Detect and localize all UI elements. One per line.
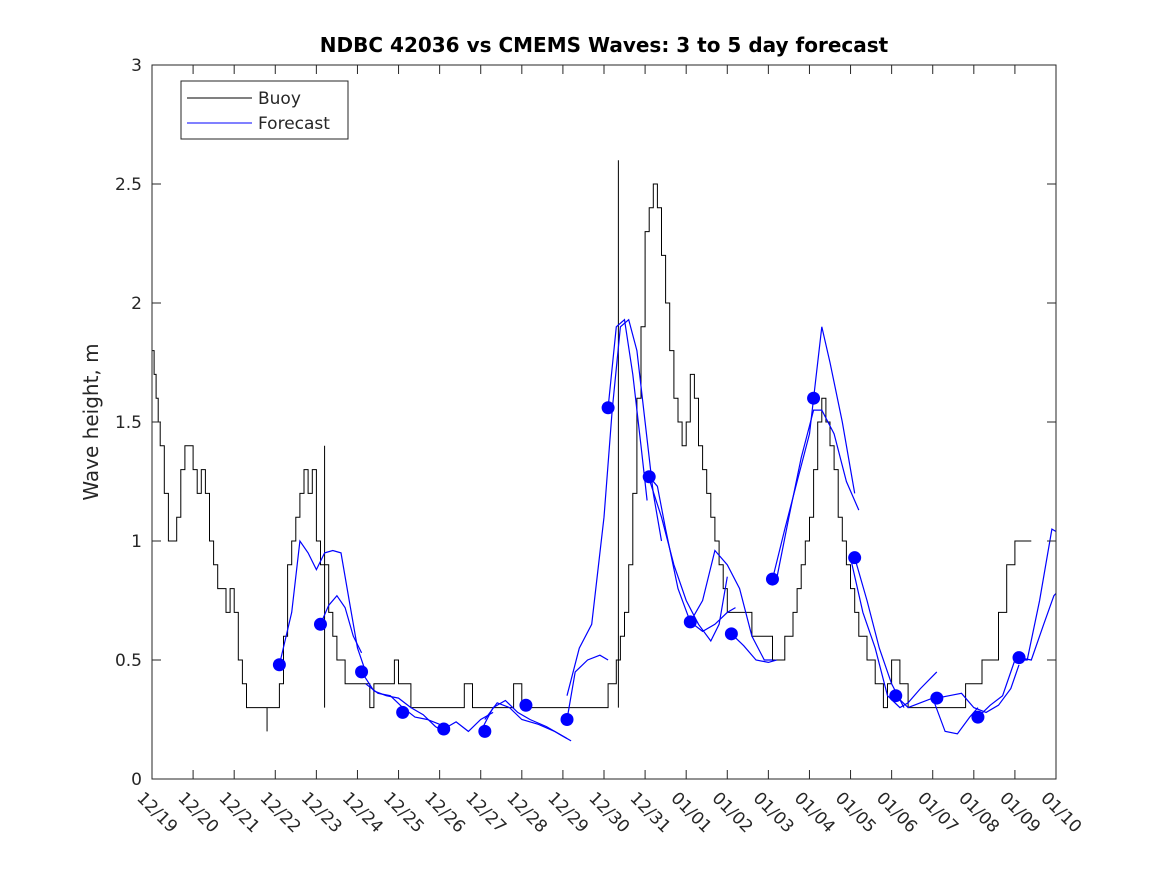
y-tick-label: 1 <box>131 532 142 552</box>
forecast-marker-11 <box>724 627 738 641</box>
y-tick-label: 3 <box>131 56 142 76</box>
forecast-series-line-15 <box>776 409 860 580</box>
forecast-series-line-19 <box>936 664 1020 714</box>
forecast-series-line-7 <box>566 654 609 720</box>
forecast-marker-7 <box>560 713 574 726</box>
forecast-series-line-13 <box>730 633 777 664</box>
forecast-series-line-18 <box>895 695 979 735</box>
forecast-series-line-0 <box>278 539 367 673</box>
forecast-series-line-1 <box>319 594 363 654</box>
y-tick-label: 0 <box>131 770 142 790</box>
forecast-marker-10 <box>683 615 697 629</box>
forecast-marker-12 <box>765 572 779 586</box>
forecast-marker-5 <box>478 724 492 738</box>
buoy-series-line <box>152 183 1032 709</box>
legend-buoy-label: Buoy <box>258 89 301 109</box>
forecast-marker-18 <box>1012 651 1026 665</box>
legend: Buoy Forecast <box>180 80 349 140</box>
forecast-series-line-9 <box>607 318 648 501</box>
forecast-marker-8 <box>601 401 615 415</box>
forecast-series-line-4 <box>443 711 494 733</box>
y-tick-label: 2.5 <box>115 175 142 195</box>
forecast-marker-1 <box>313 617 327 631</box>
forecast-marker-6 <box>519 698 533 712</box>
forecast-marker-15 <box>889 689 903 703</box>
forecast-marker-13 <box>807 391 821 405</box>
legend-forecast-label: Forecast <box>258 114 330 134</box>
forecast-series-line-6 <box>484 702 572 742</box>
chart-title: NDBC 42036 vs CMEMS Waves: 3 to 5 day fo… <box>320 33 889 57</box>
y-tick-label: 1.5 <box>115 413 142 433</box>
forecast-marker-4 <box>437 722 451 736</box>
y-tick-label: 0.5 <box>115 651 142 671</box>
forecast-marker-2 <box>355 665 369 679</box>
y-tick-label: 2 <box>131 294 142 314</box>
forecast-marker-17 <box>971 710 985 724</box>
y-axis-label: Wave height, m <box>79 343 103 500</box>
forecast-marker-16 <box>930 691 944 705</box>
forecast-series-line-14 <box>771 326 856 580</box>
forecast-series-line-12 <box>689 549 773 661</box>
forecast-marker-0 <box>272 658 286 672</box>
forecast-marker-3 <box>396 705 410 719</box>
forecast-series-line-8 <box>566 318 663 696</box>
forecast-marker-14 <box>848 551 862 565</box>
forecast-series-line-21 <box>1018 592 1057 661</box>
plot-area <box>152 160 1057 742</box>
legend-box <box>180 80 349 140</box>
forecast-series-line-11 <box>648 478 728 643</box>
forecast-marker-9 <box>642 470 656 484</box>
